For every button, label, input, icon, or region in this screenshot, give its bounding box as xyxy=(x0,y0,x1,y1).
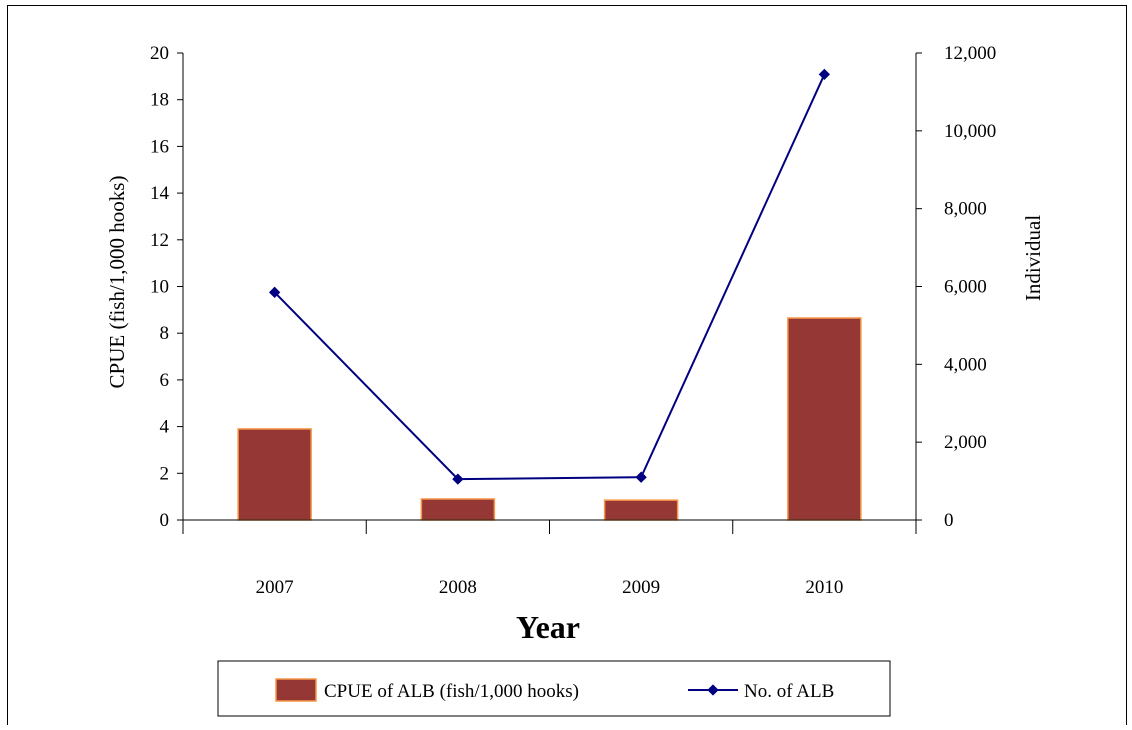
x-axis-title: Year xyxy=(516,609,580,645)
x-tick-label: 2009 xyxy=(622,577,660,598)
bar-cpue-2010 xyxy=(787,317,862,521)
y-left-tick-label: 20 xyxy=(150,43,169,64)
y-left-tick-label: 14 xyxy=(150,183,170,204)
legend-label-alb: No. of ALB xyxy=(744,681,834,702)
y-axis-left-title: CPUE (fish/1,000 hooks) xyxy=(105,176,129,389)
y-left-tick-label: 18 xyxy=(150,90,169,111)
x-tick-label: 2008 xyxy=(439,577,477,598)
x-tick-label: 2010 xyxy=(805,577,843,598)
bar-cpue-2007 xyxy=(237,428,312,521)
y-left-tick-label: 8 xyxy=(160,323,170,344)
y-right-tick-label: 10,000 xyxy=(944,121,996,142)
line-series-group xyxy=(268,68,831,485)
chart-frame xyxy=(7,5,1127,725)
y-right-tick-label: 2,000 xyxy=(944,432,987,453)
legend: CPUE of ALB (fish/1,000 hooks) No. of AL… xyxy=(217,660,891,717)
legend-box xyxy=(217,660,891,717)
y-left-tick-label: 2 xyxy=(160,463,170,484)
y-left-tick-label: 4 xyxy=(160,417,170,438)
bar-cpue-2009 xyxy=(603,499,679,521)
y-axis-right-title: Individual xyxy=(1021,215,1045,301)
y-right-tick-label: 6,000 xyxy=(944,277,987,298)
left-tick-labels: 0 2 4 6 8 10 12 14 16 18 20 xyxy=(150,43,183,531)
y-left-tick-label: 16 xyxy=(150,136,169,157)
marker-no-of-alb-2008 xyxy=(452,473,464,485)
x-tick-labels: 2007 2008 2009 2010 xyxy=(256,577,844,598)
bar-cpue-2008 xyxy=(420,498,496,521)
bar-group xyxy=(237,317,862,521)
y-left-tick-label: 6 xyxy=(160,370,170,391)
y-right-tick-label: 12,000 xyxy=(944,43,996,64)
marker-no-of-alb-2010 xyxy=(818,68,831,81)
y-left-tick-label: 12 xyxy=(150,230,169,251)
x-tick-label: 2007 xyxy=(256,577,294,598)
y-right-tick-label: 4,000 xyxy=(944,354,987,375)
marker-no-of-alb-2009 xyxy=(635,471,647,483)
y-right-tick-label: 8,000 xyxy=(944,199,987,220)
right-tick-labels: 0 2,000 4,000 6,000 8,000 10,000 12,000 xyxy=(916,43,996,531)
y-right-tick-label: 0 xyxy=(944,510,954,531)
legend-swatch-cpue xyxy=(275,678,317,702)
legend-marker-alb xyxy=(707,684,719,696)
legend-label-cpue: CPUE of ALB (fish/1,000 hooks) xyxy=(324,681,579,702)
marker-no-of-alb-2007 xyxy=(268,286,281,298)
y-left-tick-label: 0 xyxy=(160,510,170,531)
line-no-of-alb xyxy=(273,73,826,481)
y-left-tick-label: 10 xyxy=(150,277,169,298)
